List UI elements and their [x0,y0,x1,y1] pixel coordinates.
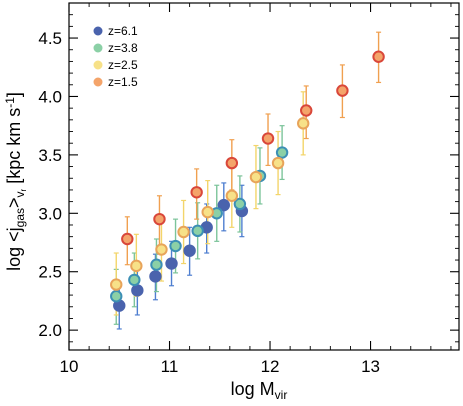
x-tick-label: 11 [161,357,179,376]
y-axis-title-end: ] [4,92,24,97]
data-point [165,257,178,270]
legend-label: z=2.5 [108,58,138,72]
y-tick-label: 2.5 [38,263,62,282]
data-point [372,50,385,63]
data-point [149,270,162,283]
data-point [233,197,247,211]
data-point [191,224,204,238]
y-tick-labels: 2.0 2.5 3.0 3.5 4.0 4.5 [38,29,62,340]
y-tick-label: 3.0 [38,204,62,223]
y-tick-label: 4.0 [38,87,62,106]
legend: z=6.1 z=3.8 z=2.5 z=1.5 [93,24,138,89]
data-point [128,273,141,287]
data-point [297,117,310,130]
y-axis-title-sub1: gas [13,208,27,227]
data-point [110,278,123,291]
data-point [130,259,143,273]
data-point [225,189,239,202]
data-point [261,132,275,145]
y-tick-label: 2.0 [38,321,62,340]
data-point [169,239,182,253]
data-point [153,212,166,226]
data-point [121,232,134,246]
y-axis-title-pre: log <j [4,227,24,271]
data-point [190,186,203,199]
x-axis-title-sub: vir [275,388,288,402]
data-point [155,243,168,256]
x-axis-title-main: log M [231,379,275,399]
y-tick-label: 4.5 [38,29,62,48]
y-axis-title: log <jgas>vr [kpc km s-1] [3,92,28,271]
data-point [271,156,285,170]
legend-marker [93,77,103,87]
data-point [150,258,163,271]
legend-label: z=6.1 [108,24,138,38]
plot-frame [68,2,460,351]
y-axis-title-mid: > [4,197,24,208]
y-axis-title-sub2: v [13,191,27,197]
axis-ticks [68,2,459,350]
y-axis-title-sub3: r [19,188,28,191]
legend-marker [93,60,103,70]
data-point [217,198,230,212]
legend-label: z=3.8 [108,41,138,55]
data-point [110,290,123,303]
legend-label: z=1.5 [108,75,138,89]
y-axis-title-post: [kpc km s [4,108,24,189]
legend-marker [93,26,103,36]
data-point [183,244,196,257]
error-bars [113,31,382,330]
legend-marker [93,43,103,53]
x-tick-label: 10 [60,357,79,376]
y-axis-title-sup: -1 [3,97,17,108]
data-point [249,170,263,184]
x-tick-label: 13 [361,357,380,376]
data-point [131,284,144,297]
x-tick-labels: 10 11 12 13 [60,357,380,376]
x-axis-title: log Mvir [231,379,288,402]
data-point [300,104,313,117]
data-points [110,50,385,312]
data-point [275,146,289,159]
y-tick-label: 3.5 [38,146,62,165]
x-tick-label: 12 [261,357,280,376]
data-point [225,156,239,170]
data-point [201,205,214,219]
data-point [336,84,349,97]
data-point [177,225,190,239]
